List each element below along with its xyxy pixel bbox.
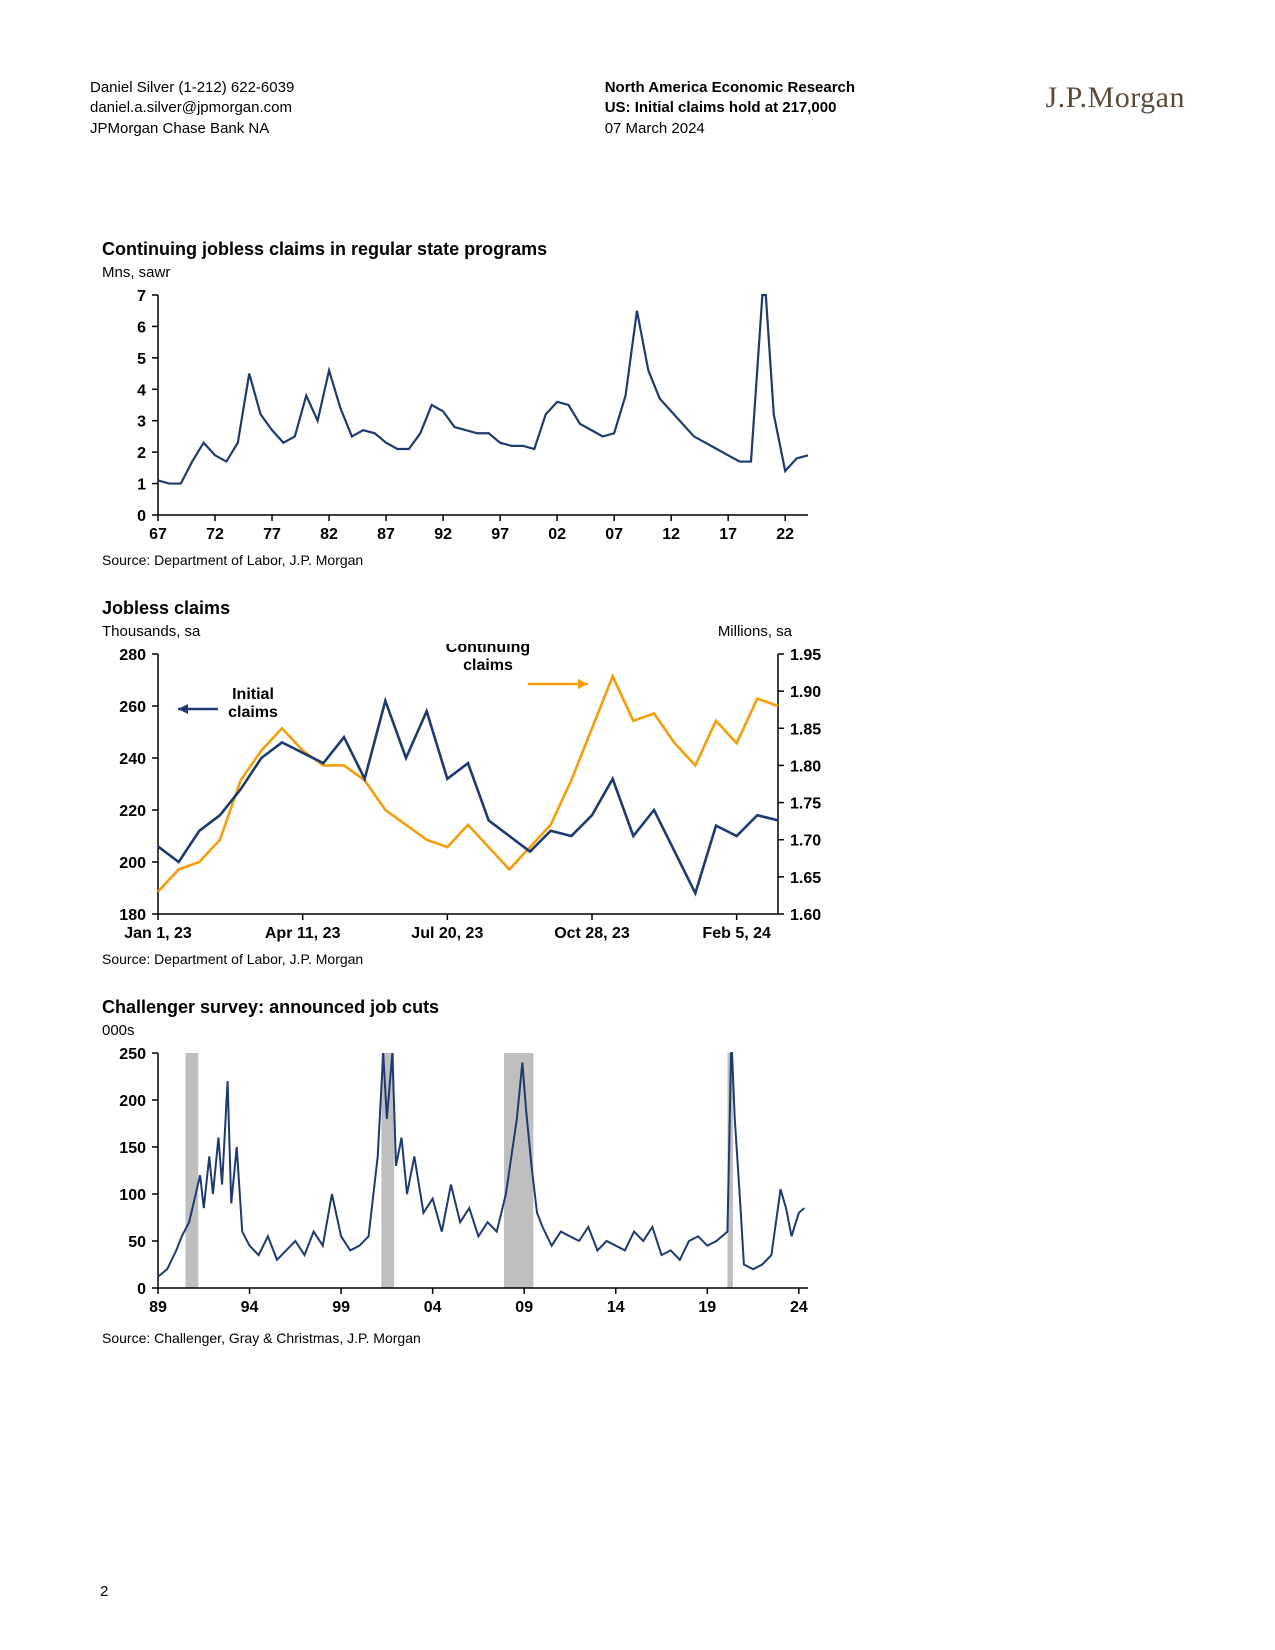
svg-text:7: 7 xyxy=(137,288,146,305)
svg-text:5: 5 xyxy=(137,351,146,368)
svg-text:07: 07 xyxy=(605,526,623,543)
svg-text:94: 94 xyxy=(241,1299,259,1316)
svg-text:0: 0 xyxy=(137,508,146,525)
svg-text:1.60: 1.60 xyxy=(790,907,821,924)
svg-text:Apr 11, 23: Apr 11, 23 xyxy=(265,925,341,942)
svg-text:Initial: Initial xyxy=(232,686,274,703)
svg-text:99: 99 xyxy=(332,1299,350,1316)
chart3-source: Source: Challenger, Gray & Christmas, J.… xyxy=(102,1330,1185,1346)
svg-text:92: 92 xyxy=(434,526,452,543)
svg-text:1.85: 1.85 xyxy=(790,721,821,738)
dept: North America Economic Research xyxy=(605,78,855,98)
chart2-sub-left: Thousands, sa xyxy=(102,623,200,640)
page-header: Daniel Silver (1-212) 622-6039 daniel.a.… xyxy=(90,78,1185,139)
svg-text:87: 87 xyxy=(377,526,395,543)
svg-text:82: 82 xyxy=(320,526,338,543)
chart-jobless-claims: Jobless claims Thousands, sa Millions, s… xyxy=(102,598,1185,967)
svg-text:97: 97 xyxy=(491,526,509,543)
svg-text:Continuing: Continuing xyxy=(446,644,530,656)
chart3-title: Challenger survey: announced job cuts xyxy=(102,997,1185,1018)
author-firm: JPMorgan Chase Bank NA xyxy=(90,119,294,139)
doc-title-block: North America Economic Research US: Init… xyxy=(605,78,855,139)
svg-text:Jul 20, 23: Jul 20, 23 xyxy=(411,925,483,942)
author-email: daniel.a.silver@jpmorgan.com xyxy=(90,98,294,118)
svg-text:Oct 28, 23: Oct 28, 23 xyxy=(554,925,630,942)
svg-text:claims: claims xyxy=(228,704,278,721)
svg-text:220: 220 xyxy=(119,803,146,820)
svg-text:1.95: 1.95 xyxy=(790,647,821,664)
svg-text:72: 72 xyxy=(206,526,224,543)
svg-text:12: 12 xyxy=(662,526,680,543)
svg-text:280: 280 xyxy=(119,647,146,664)
svg-text:Feb 5, 24: Feb 5, 24 xyxy=(702,925,771,942)
svg-text:1.80: 1.80 xyxy=(790,758,821,775)
author-block: Daniel Silver (1-212) 622-6039 daniel.a.… xyxy=(90,78,294,139)
svg-text:0: 0 xyxy=(137,1281,146,1298)
svg-text:180: 180 xyxy=(119,907,146,924)
svg-text:24: 24 xyxy=(790,1299,808,1316)
svg-text:2: 2 xyxy=(137,445,146,462)
chart2-svg: 180 200 220 240 260 280 1.60 1.65 1.70 1.75 1.80 1.… xyxy=(102,644,842,944)
svg-text:19: 19 xyxy=(698,1299,716,1316)
svg-text:200: 200 xyxy=(119,1093,146,1110)
svg-text:50: 50 xyxy=(128,1234,146,1251)
svg-text:1.75: 1.75 xyxy=(790,795,821,812)
page-number: 2 xyxy=(100,1583,108,1600)
svg-text:260: 260 xyxy=(119,699,146,716)
chart-challenger: Challenger survey: announced job cuts 00… xyxy=(102,997,1185,1346)
svg-text:17: 17 xyxy=(719,526,737,543)
chart2-source: Source: Department of Labor, J.P. Morgan xyxy=(102,951,1185,967)
svg-text:67: 67 xyxy=(149,526,167,543)
chart1-svg: 01234567677277828792970207121722 xyxy=(102,285,842,545)
svg-text:09: 09 xyxy=(515,1299,533,1316)
svg-text:150: 150 xyxy=(119,1140,146,1157)
svg-text:4: 4 xyxy=(137,382,146,399)
author-name: Daniel Silver (1-212) 622-6039 xyxy=(90,78,294,98)
svg-text:100: 100 xyxy=(119,1187,146,1204)
brand-logo: J.P.Morgan xyxy=(1046,78,1185,119)
svg-text:04: 04 xyxy=(424,1299,442,1316)
svg-text:1.90: 1.90 xyxy=(790,684,821,701)
chart2-title: Jobless claims xyxy=(102,598,1185,619)
svg-text:14: 14 xyxy=(607,1299,625,1316)
svg-text:claims: claims xyxy=(463,657,513,674)
svg-text:6: 6 xyxy=(137,319,146,336)
chart1-subtitle: Mns, sawr xyxy=(102,264,1185,281)
doc-title: US: Initial claims hold at 217,000 xyxy=(605,98,855,118)
svg-text:1.70: 1.70 xyxy=(790,832,821,849)
svg-text:77: 77 xyxy=(263,526,281,543)
svg-text:Jan 1, 23: Jan 1, 23 xyxy=(124,925,192,942)
chart2-sub-right: Millions, sa xyxy=(718,623,792,640)
chart-continuing-claims: Continuing jobless claims in regular sta… xyxy=(102,239,1185,568)
svg-text:3: 3 xyxy=(137,413,146,430)
svg-text:240: 240 xyxy=(119,751,146,768)
svg-text:1: 1 xyxy=(137,476,146,493)
svg-text:1.65: 1.65 xyxy=(790,870,821,887)
svg-text:02: 02 xyxy=(548,526,566,543)
svg-text:250: 250 xyxy=(119,1046,146,1063)
svg-text:89: 89 xyxy=(149,1299,167,1316)
chart3-svg: 0 50 100 150 200 250 89 94 99 04 09 14 19 24 xyxy=(102,1043,842,1323)
svg-text:200: 200 xyxy=(119,855,146,872)
svg-text:22: 22 xyxy=(776,526,794,543)
chart1-title: Continuing jobless claims in regular sta… xyxy=(102,239,1185,260)
chart3-subtitle: 000s xyxy=(102,1022,1185,1039)
chart1-source: Source: Department of Labor, J.P. Morgan xyxy=(102,552,1185,568)
doc-date: 07 March 2024 xyxy=(605,119,855,139)
